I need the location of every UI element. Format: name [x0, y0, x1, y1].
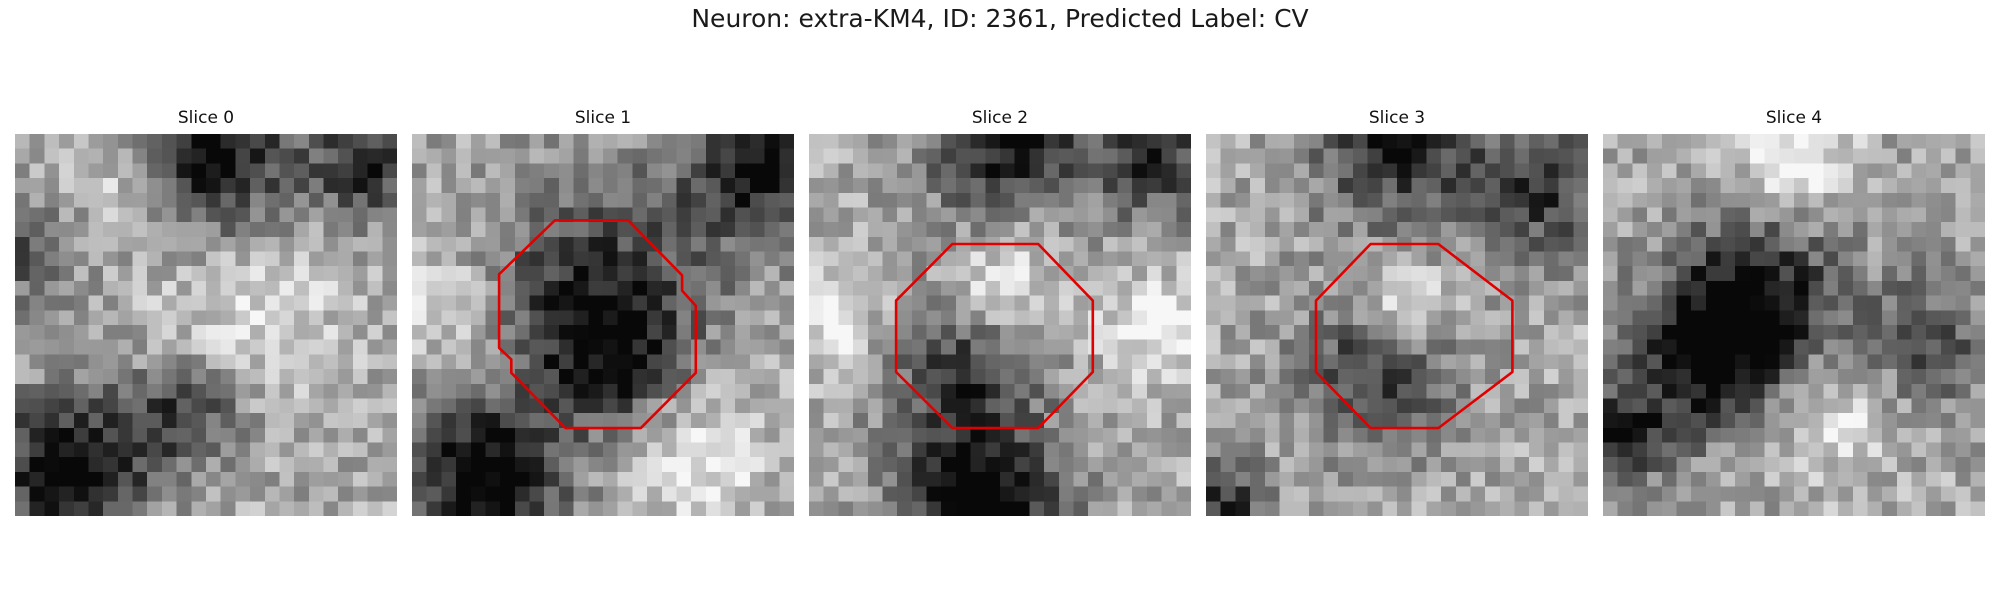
- slice-title: Slice 1: [574, 108, 632, 128]
- figure-title: Neuron: extra-KM4, ID: 2361, Predicted L…: [691, 4, 1309, 33]
- slice-title: Slice 2: [971, 108, 1029, 128]
- slice-title: Slice 0: [177, 108, 235, 128]
- slice-image: [412, 134, 794, 516]
- roi-outline: [497, 219, 698, 430]
- slice-image: [1603, 134, 1985, 516]
- slice-title: Slice 4: [1765, 108, 1823, 128]
- slice-image: [1206, 134, 1588, 516]
- slice-image: [809, 134, 1191, 516]
- slice-image: [15, 134, 397, 516]
- slice-title: Slice 3: [1368, 108, 1426, 128]
- roi-outline: [894, 242, 1095, 430]
- roi-outline: [1314, 242, 1514, 430]
